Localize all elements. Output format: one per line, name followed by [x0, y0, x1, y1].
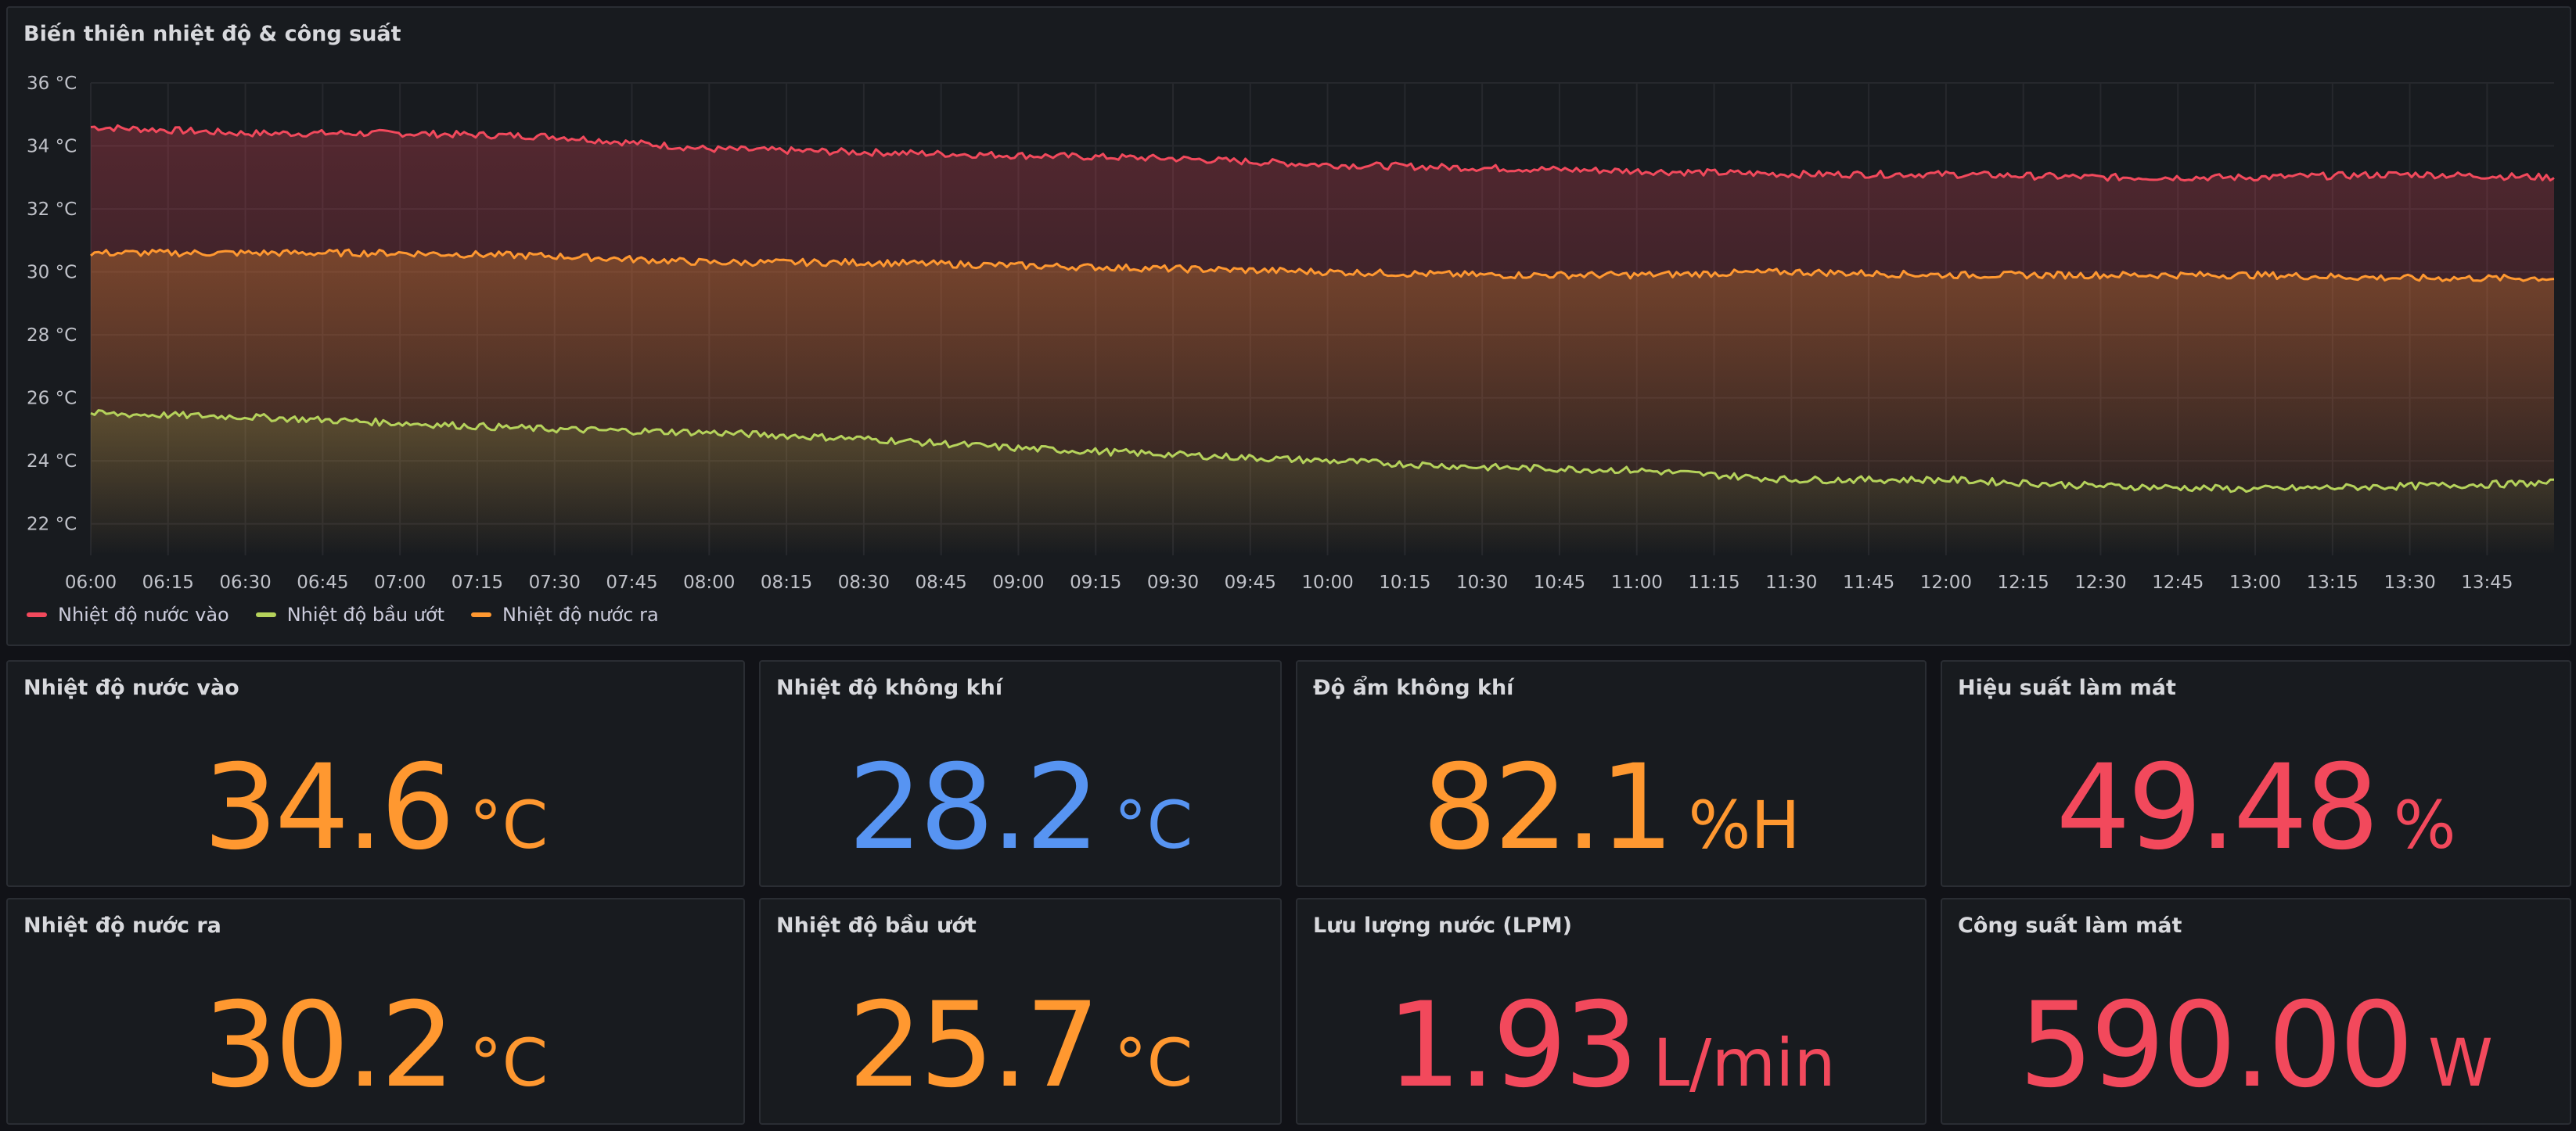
x-tick-label: 09:00 — [992, 573, 1044, 593]
stat-number: 590.00 — [2019, 978, 2414, 1114]
legend-label: Nhiệt độ bầu ướt — [286, 604, 444, 626]
chart-legend: Nhiệt độ nước vào Nhiệt độ bầu ướt Nhiệt… — [27, 604, 685, 626]
stat-title: Nhiệt độ nước vào — [23, 676, 239, 700]
stat-value: 1.93 L/min — [1297, 978, 1925, 1114]
stat-number: 1.93 — [1387, 978, 1639, 1114]
legend-item-water-out[interactable]: Nhiệt độ nước ra — [471, 604, 659, 626]
stat-value: 30.2 °C — [8, 978, 743, 1114]
stat-number: 28.2 — [847, 740, 1100, 876]
y-tick-label: 34 °C — [27, 137, 77, 157]
x-tick-label: 13:15 — [2307, 573, 2358, 593]
x-tick-label: 13:30 — [2384, 573, 2435, 593]
x-tick-label: 11:00 — [1611, 573, 1663, 593]
x-tick-label: 09:15 — [1070, 573, 1121, 593]
x-tick-label: 07:45 — [606, 573, 657, 593]
legend-item-wet-bulb[interactable]: Nhiệt độ bầu ướt — [255, 604, 444, 626]
stat-title: Độ ẩm không khí — [1313, 676, 1514, 700]
x-tick-label: 07:00 — [374, 573, 426, 593]
stat-unit: °C — [1114, 787, 1193, 864]
x-tick-label: 10:30 — [1456, 573, 1508, 593]
x-tick-label: 06:15 — [142, 573, 194, 593]
stat-title: Nhiệt độ không khí — [776, 676, 1003, 700]
x-tick-label: 08:00 — [683, 573, 735, 593]
y-tick-label: 36 °C — [27, 74, 77, 94]
stat-value: 49.48% — [1942, 740, 2570, 876]
legend-label: Nhiệt độ nước vào — [58, 604, 229, 626]
stat-value: 34.6 °C — [8, 740, 743, 876]
x-tick-label: 10:45 — [1534, 573, 1585, 593]
x-tick-label: 06:30 — [219, 573, 271, 593]
series-line-0 — [90, 124, 2555, 182]
stat-number: 30.2 — [203, 978, 455, 1114]
stat-panel-water-flow[interactable]: Lưu lượng nước (LPM) 1.93 L/min — [1296, 898, 1927, 1125]
legend-swatch — [471, 612, 491, 617]
y-tick-label: 26 °C — [27, 389, 77, 409]
stat-panel-air-temp[interactable]: Nhiệt độ không khí 28.2 °C — [759, 660, 1282, 887]
legend-swatch — [27, 612, 47, 617]
stat-panel-water-out-temp[interactable]: Nhiệt độ nước ra 30.2 °C — [6, 898, 745, 1125]
x-tick-label: 09:45 — [1225, 573, 1276, 593]
x-tick-label: 12:30 — [2074, 573, 2126, 593]
stat-unit: °C — [469, 1025, 549, 1101]
stat-unit: °C — [469, 787, 549, 864]
x-tick-label: 07:15 — [452, 573, 503, 593]
x-tick-label: 09:30 — [1147, 573, 1199, 593]
stat-value: 590.00 W — [1942, 978, 2570, 1114]
series-line-1 — [90, 248, 2555, 282]
legend-swatch — [255, 612, 276, 617]
stat-unit: L/min — [1653, 1025, 1836, 1101]
stat-panel-cooling-efficiency[interactable]: Hiệu suất làm mát 49.48% — [1941, 660, 2571, 887]
stat-panel-cooling-power[interactable]: Công suất làm mát 590.00 W — [1941, 898, 2571, 1125]
x-tick-label: 12:15 — [1998, 573, 2049, 593]
stat-panel-air-humidity[interactable]: Độ ẩm không khí 82.1 %H — [1296, 660, 1927, 887]
stat-unit: % — [2393, 787, 2456, 864]
legend-item-water-in[interactable]: Nhiệt độ nước vào — [27, 604, 229, 626]
x-tick-label: 08:45 — [916, 573, 967, 593]
stat-number: 34.6 — [203, 740, 455, 876]
x-tick-label: 11:15 — [1688, 573, 1740, 593]
y-tick-label: 22 °C — [27, 515, 77, 535]
legend-label: Nhiệt độ nước ra — [502, 604, 659, 626]
stat-number: 82.1 — [1422, 740, 1675, 876]
stat-title: Nhiệt độ nước ra — [23, 914, 221, 938]
stat-value: 25.7 °C — [761, 978, 1280, 1114]
stat-panel-wet-bulb-temp[interactable]: Nhiệt độ bầu ướt 25.7 °C — [759, 898, 1282, 1125]
x-tick-label: 10:00 — [1301, 573, 1353, 593]
stat-number: 49.48 — [2056, 740, 2379, 876]
series-area-2 — [91, 410, 2554, 555]
stat-title: Lưu lượng nước (LPM) — [1313, 914, 1572, 938]
x-tick-label: 12:00 — [1920, 573, 1972, 593]
stat-unit: °C — [1114, 1025, 1193, 1101]
x-tick-label: 06:00 — [65, 573, 117, 593]
x-tick-label: 13:00 — [2229, 573, 2281, 593]
chart-title: Biến thiên nhiệt độ & công suất — [23, 22, 401, 46]
y-tick-label: 28 °C — [27, 325, 77, 346]
chart-svg[interactable]: 36 °C 34 °C 32 °C 30 °C 28 °C 26 °C 24 °C 22 °C… — [8, 8, 2573, 602]
stat-title: Nhiệt độ bầu ướt — [776, 914, 977, 938]
y-tick-label: 30 °C — [27, 263, 77, 283]
x-tick-label: 08:15 — [761, 573, 812, 593]
x-tick-label: 10:15 — [1379, 573, 1430, 593]
x-tick-label: 12:45 — [2152, 573, 2204, 593]
x-tick-label: 11:45 — [1843, 573, 1894, 593]
stat-value: 28.2 °C — [761, 740, 1280, 876]
stat-panel-water-in-temp[interactable]: Nhiệt độ nước vào 34.6 °C — [6, 660, 745, 887]
stat-number: 25.7 — [847, 978, 1100, 1114]
stat-unit: W — [2427, 1025, 2493, 1101]
temperature-chart-panel: Biến thiên nhiệt độ & công suất 36 °C 34 … — [6, 6, 2571, 646]
y-tick-label: 24 °C — [27, 451, 77, 472]
stat-title: Công suất làm mát — [1958, 914, 2182, 938]
x-tick-label: 13:45 — [2461, 573, 2513, 593]
y-tick-label: 32 °C — [27, 199, 77, 220]
x-tick-label: 06:45 — [297, 573, 348, 593]
x-tick-label: 08:30 — [838, 573, 890, 593]
stat-title: Hiệu suất làm mát — [1958, 676, 2176, 700]
x-tick-label: 07:30 — [529, 573, 581, 593]
x-tick-label: 11:30 — [1765, 573, 1817, 593]
stat-unit: %H — [1688, 787, 1801, 864]
series-line-2 — [90, 409, 2554, 494]
stat-value: 82.1 %H — [1297, 740, 1925, 876]
